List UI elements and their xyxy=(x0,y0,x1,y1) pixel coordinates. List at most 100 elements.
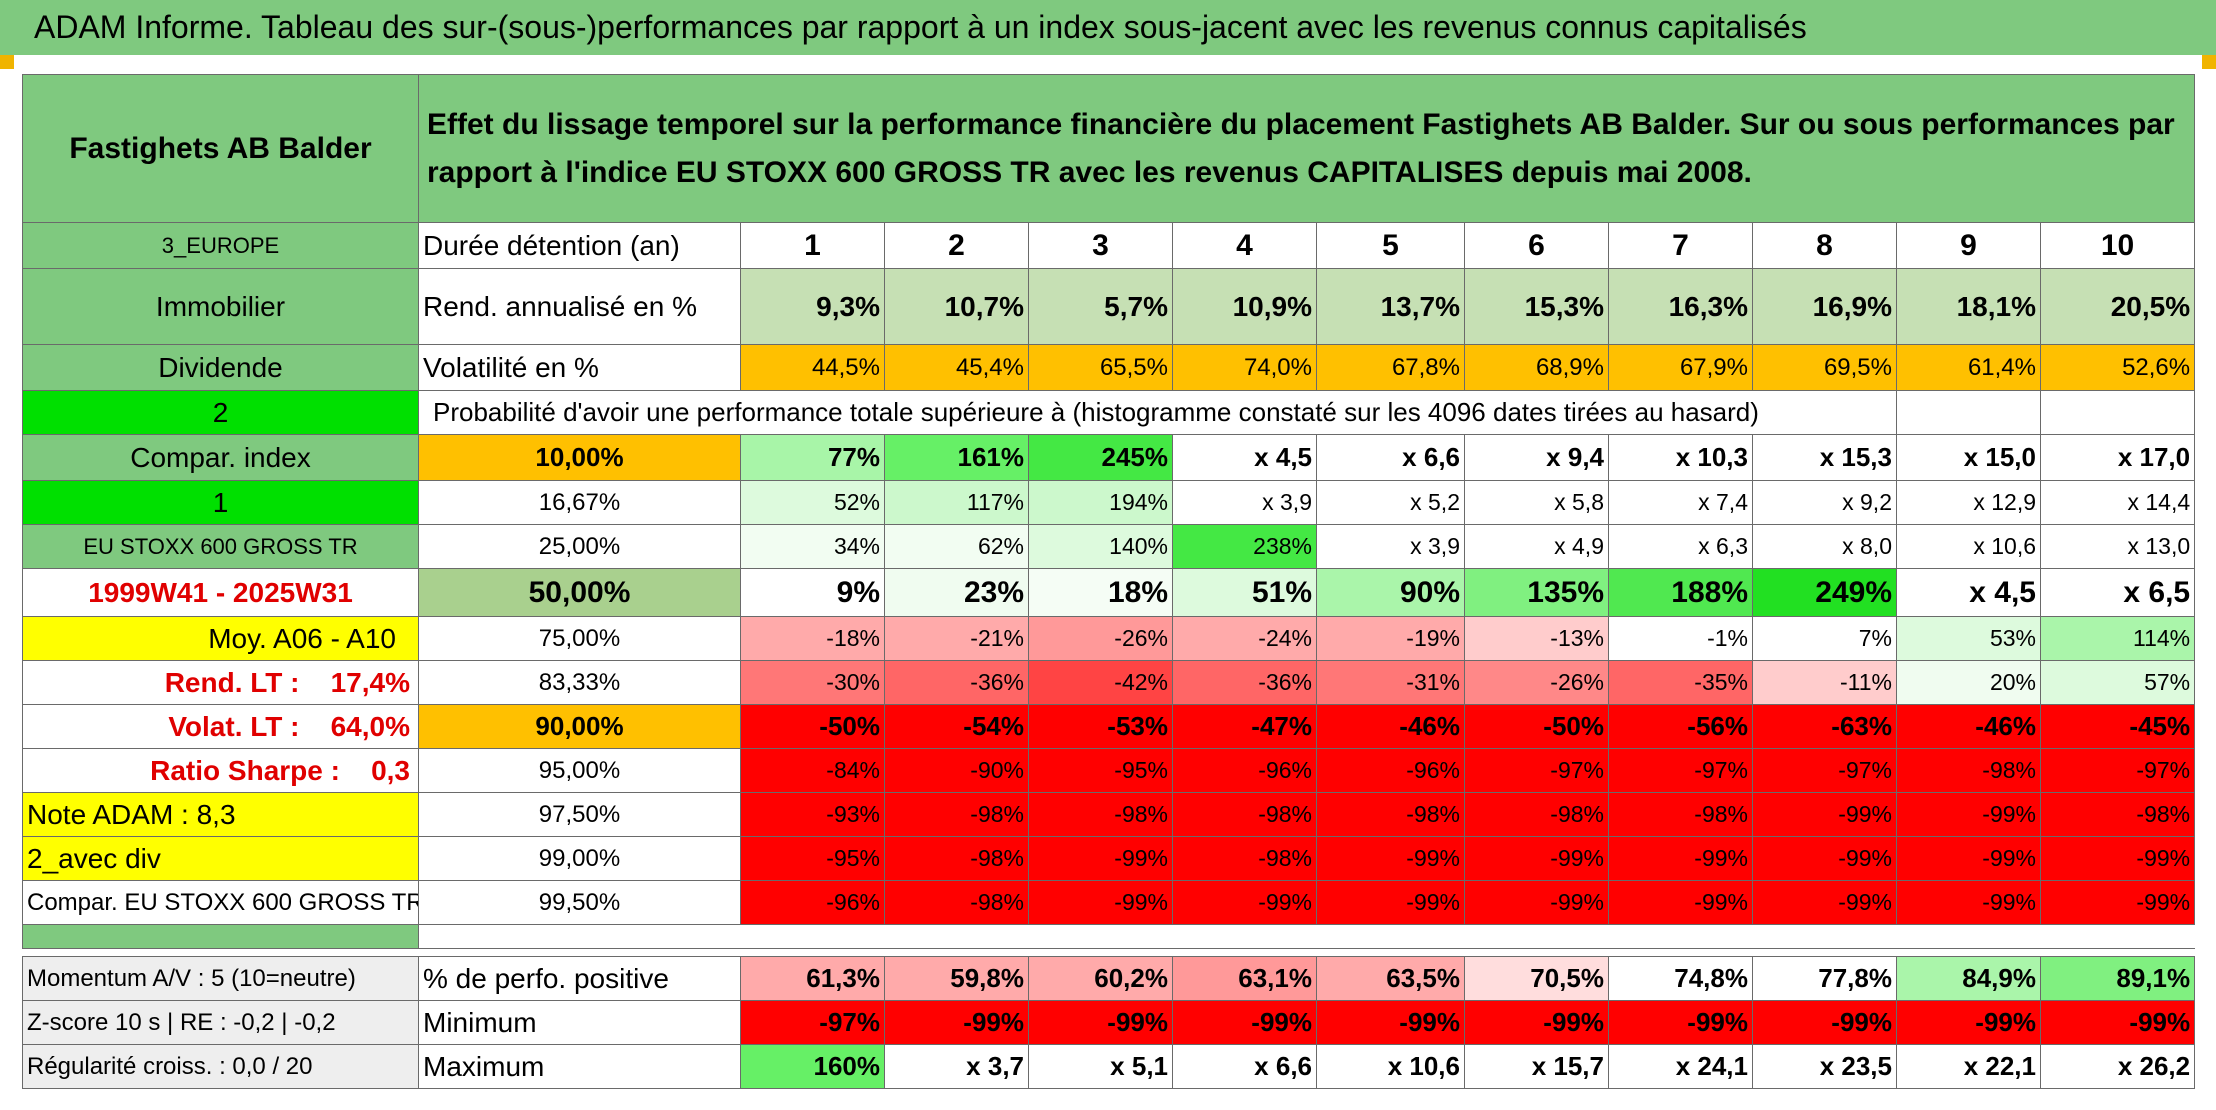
prob-cell: x 13,0 xyxy=(2039,524,2196,569)
prob-cell: -99% xyxy=(1316,880,1465,925)
vol-cell: 44,5% xyxy=(740,344,885,391)
prob-cell: -24% xyxy=(1172,616,1317,661)
prob-cell: -99% xyxy=(1896,880,2041,925)
prob-cell: -42% xyxy=(1028,660,1173,705)
threshold-cell: 99,00% xyxy=(418,836,741,881)
prob-cell: -95% xyxy=(1028,748,1173,793)
prob-cell: -99% xyxy=(1896,836,2041,881)
min-cell: -99% xyxy=(1464,1000,1609,1045)
prob-cell: 188% xyxy=(1608,568,1753,617)
prob-cell: 117% xyxy=(884,480,1029,525)
prob-cell: 135% xyxy=(1464,568,1609,617)
code2-label: 2 xyxy=(22,390,419,435)
prob-cell: -99% xyxy=(1752,792,1897,837)
prob-cell: -11% xyxy=(1752,660,1897,705)
prob-cell: -96% xyxy=(1172,748,1317,793)
prob-cell: 62% xyxy=(884,524,1029,569)
prob-cell: 34% xyxy=(740,524,885,569)
max-cell: x 15,7 xyxy=(1464,1044,1609,1089)
prob-cell: x 17,0 xyxy=(2039,434,2196,481)
prob-cell: -30% xyxy=(740,660,885,705)
pos-cell: 59,8% xyxy=(884,956,1029,1001)
year-header: 4 xyxy=(1172,222,1317,269)
year-header: 6 xyxy=(1464,222,1609,269)
threshold-cell: 90,00% xyxy=(418,704,741,749)
rend-cell: 15,3% xyxy=(1464,268,1609,345)
prob-cell: 90% xyxy=(1316,568,1465,617)
threshold-cell: 83,33% xyxy=(418,660,741,705)
rend-cell: 18,1% xyxy=(1896,268,2041,345)
prob-cell: -35% xyxy=(1608,660,1753,705)
rend-cell: 10,7% xyxy=(884,268,1029,345)
min-cell: -99% xyxy=(1172,1000,1317,1045)
prob-cell: x 4,5 xyxy=(1896,568,2041,617)
min-cell: -99% xyxy=(1316,1000,1465,1045)
min-cell: -99% xyxy=(884,1000,1029,1045)
max-label: Maximum xyxy=(418,1044,741,1089)
prob-cell: x 6,3 xyxy=(1608,524,1753,569)
performance-table: Fastighets AB Balder Effet du lissage te… xyxy=(22,74,2196,1089)
rend-cell: 10,9% xyxy=(1172,268,1317,345)
prob-cell: -54% xyxy=(884,704,1029,749)
frame-accent-left-top xyxy=(0,55,14,69)
prob-cell: -98% xyxy=(1172,836,1317,881)
prob-cell: -18% xyxy=(740,616,885,661)
vol-cell: 68,9% xyxy=(1464,344,1609,391)
prob-cell: -31% xyxy=(1316,660,1465,705)
prob-cell: -97% xyxy=(1464,748,1609,793)
prob-cell: -90% xyxy=(884,748,1029,793)
prob-cell: -97% xyxy=(1752,748,1897,793)
prob-cell: -95% xyxy=(740,836,885,881)
avec-div-label: 2_avec div xyxy=(22,836,419,881)
threshold-cell: 99,50% xyxy=(418,880,741,925)
prob-cell: x 4,5 xyxy=(1172,434,1317,481)
year-header: 9 xyxy=(1896,222,2041,269)
prob-cell: 77% xyxy=(740,434,885,481)
year-header: 5 xyxy=(1316,222,1465,269)
threshold-cell: 25,00% xyxy=(418,524,741,569)
index-name-label: EU STOXX 600 GROSS TR xyxy=(22,524,419,569)
table-row: Note ADAM : 8,3 97,50% -93% -98% -98% -98% -98… xyxy=(22,792,2196,837)
prob-cell: 9% xyxy=(740,568,885,617)
prob-cell: -50% xyxy=(740,704,885,749)
table-row: EU STOXX 600 GROSS TR 25,00% 34% 62% 140% 238… xyxy=(22,524,2196,569)
prob-cell: x 5,8 xyxy=(1464,480,1609,525)
spacer-row xyxy=(22,924,2195,949)
prob-cell: x 3,9 xyxy=(1172,480,1317,525)
vol-cell: 67,8% xyxy=(1316,344,1465,391)
table-row: Moy. A06 - A10 75,00% -18% -21% -26% -24% -19%… xyxy=(22,616,2196,661)
prob-cell: -13% xyxy=(1464,616,1609,661)
prob-cell: -99% xyxy=(1608,880,1753,925)
prob-cell: 20% xyxy=(1896,660,2041,705)
max-cell: x 22,1 xyxy=(1896,1044,2041,1089)
prob-cell: -63% xyxy=(1752,704,1897,749)
pos-cell: 70,5% xyxy=(1464,956,1609,1001)
prob-cell: -26% xyxy=(1028,616,1173,661)
rend-cell: 9,3% xyxy=(740,268,885,345)
min-cell: -99% xyxy=(1028,1000,1173,1045)
prob-cell: -36% xyxy=(884,660,1029,705)
page-title: ADAM Informe. Tableau des sur-(sous-)per… xyxy=(0,0,2216,55)
year-header: 7 xyxy=(1608,222,1753,269)
max-cell: x 24,1 xyxy=(1608,1044,1753,1089)
prob-cell: -99% xyxy=(1464,836,1609,881)
prob-cell: x 6,5 xyxy=(2039,568,2196,617)
prob-cell: -98% xyxy=(884,836,1029,881)
sector-label: Immobilier xyxy=(22,268,419,345)
prob-cell: -46% xyxy=(1316,704,1465,749)
min-cell: -99% xyxy=(1608,1000,1753,1045)
prob-cell: -98% xyxy=(1172,792,1317,837)
blank-cell xyxy=(1896,390,2041,435)
threshold-cell: 97,50% xyxy=(418,792,741,837)
prob-cell: x 3,9 xyxy=(1316,524,1465,569)
prob-cell: -93% xyxy=(740,792,885,837)
spacer-gap xyxy=(23,949,2195,957)
rend-cell: 5,7% xyxy=(1028,268,1173,345)
prob-cell: -99% xyxy=(1752,836,1897,881)
vol-cell: 65,5% xyxy=(1028,344,1173,391)
vol-cell: 61,4% xyxy=(1896,344,2041,391)
prob-cell: -99% xyxy=(1752,880,1897,925)
prob-cell: -99% xyxy=(2039,836,2196,881)
max-cell: x 10,6 xyxy=(1316,1044,1465,1089)
prob-cell: -99% xyxy=(1316,836,1465,881)
